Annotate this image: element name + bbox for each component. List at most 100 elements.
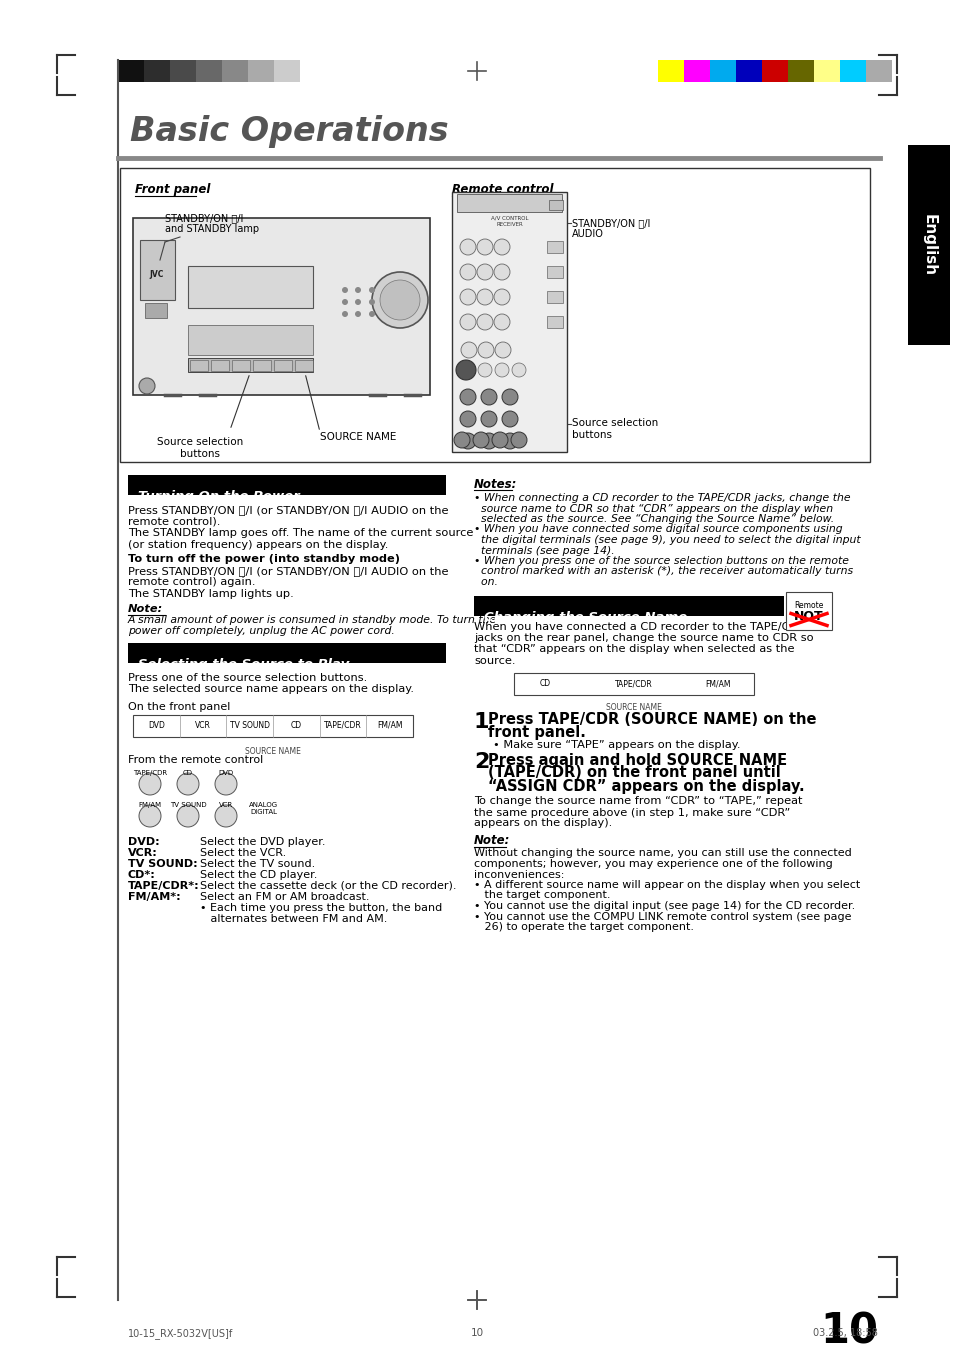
Text: • You cannot use the COMPU LINK remote control system (see page: • You cannot use the COMPU LINK remote c… [474, 912, 851, 921]
Text: 03.2.5, 18:58: 03.2.5, 18:58 [812, 1329, 877, 1338]
Text: Changing the Source Name: Changing the Source Name [483, 610, 686, 624]
Text: 26) to operate the target component.: 26) to operate the target component. [474, 921, 693, 932]
Bar [865, 60, 891, 83]
Text: 2: 2 [474, 752, 489, 773]
Text: A small amount of power is consumed in standby mode. To turn the: A small amount of power is consumed in s… [128, 616, 497, 625]
Bar [452, 192, 566, 452]
Bar [128, 643, 446, 663]
Circle shape [501, 390, 517, 405]
Circle shape [379, 280, 419, 321]
Text: Press again and hold SOURCE NAME: Press again and hold SOURCE NAME [488, 752, 786, 767]
Bar [683, 60, 709, 83]
Circle shape [177, 805, 199, 827]
Text: STANDBY/ON ⏻/I: STANDBY/ON ⏻/I [165, 212, 243, 223]
Text: • Make sure “TAPE” appears on the display.: • Make sure “TAPE” appears on the displa… [493, 740, 740, 750]
Text: VCR: VCR [218, 802, 233, 808]
Circle shape [355, 287, 360, 294]
Text: that “CDR” appears on the display when selected as the: that “CDR” appears on the display when s… [474, 644, 794, 655]
Text: Press one of the source selection buttons.: Press one of the source selection button… [128, 672, 367, 683]
Circle shape [214, 773, 236, 796]
Circle shape [494, 314, 510, 330]
Bar [813, 60, 840, 83]
Text: FM/AM: FM/AM [138, 802, 161, 808]
Bar [294, 360, 313, 371]
Circle shape [459, 239, 476, 254]
Circle shape [473, 432, 489, 448]
Text: • When you press one of the source selection buttons on the remote: • When you press one of the source selec… [474, 556, 848, 566]
Text: alternates between FM and AM.: alternates between FM and AM. [200, 915, 387, 924]
Text: • When you have connected some digital source components using: • When you have connected some digital s… [474, 525, 841, 534]
Text: SOURCE NAME: SOURCE NAME [319, 432, 395, 442]
Bar [211, 360, 229, 371]
Text: A/V CONTROL: A/V CONTROL [490, 215, 528, 221]
Circle shape [456, 360, 476, 380]
Bar [456, 193, 561, 212]
Circle shape [459, 433, 476, 449]
Text: The selected source name appears on the display.: The selected source name appears on the … [128, 685, 414, 694]
Text: buttons: buttons [180, 449, 220, 459]
Bar [144, 60, 170, 83]
Text: FM/AM: FM/AM [376, 721, 402, 731]
Circle shape [139, 805, 161, 827]
Circle shape [341, 287, 348, 294]
Text: The STANDBY lamp lights up.: The STANDBY lamp lights up. [128, 589, 294, 599]
Text: Press TAPE/CDR (SOURCE NAME) on the: Press TAPE/CDR (SOURCE NAME) on the [488, 713, 816, 728]
Circle shape [501, 433, 517, 449]
Circle shape [477, 363, 492, 377]
Circle shape [511, 432, 526, 448]
Circle shape [355, 299, 360, 304]
Bar [120, 168, 869, 461]
Text: Press STANDBY/ON ⏻/I (or STANDBY/ON ⏻/I AUDIO on the: Press STANDBY/ON ⏻/I (or STANDBY/ON ⏻/I … [128, 566, 448, 576]
Text: FM/AM*:: FM/AM*: [128, 892, 180, 902]
Text: Front panel: Front panel [135, 183, 211, 196]
Text: “ASSIGN CDR” appears on the display.: “ASSIGN CDR” appears on the display. [488, 778, 803, 793]
Bar [709, 60, 735, 83]
Bar [188, 267, 313, 308]
Text: The STANDBY lamp goes off. The name of the current source: The STANDBY lamp goes off. The name of t… [128, 528, 473, 538]
Text: • When connecting a CD recorder to the TAPE/CDR jacks, change the: • When connecting a CD recorder to the T… [474, 492, 850, 503]
Text: selected as the source. See “Changing the Source Name” below.: selected as the source. See “Changing th… [474, 514, 833, 524]
Text: Turning On the Power: Turning On the Power [138, 490, 299, 503]
Text: power off completely, unplug the AC power cord.: power off completely, unplug the AC powe… [128, 626, 395, 636]
Bar [787, 60, 813, 83]
Text: ANALOG
DIGITAL: ANALOG DIGITAL [249, 802, 278, 815]
Text: STANDBY/ON ⏻/I: STANDBY/ON ⏻/I [572, 218, 650, 229]
Text: Select an FM or AM broadcast.: Select an FM or AM broadcast. [200, 892, 369, 902]
Circle shape [480, 411, 497, 428]
Text: (TAPE/CDR) on the front panel until: (TAPE/CDR) on the front panel until [488, 766, 780, 781]
Bar [140, 239, 174, 300]
Text: remote control).: remote control). [128, 517, 220, 526]
Text: TAPE/CDR: TAPE/CDR [132, 770, 167, 777]
Text: AUDIO: AUDIO [572, 229, 603, 239]
Text: and STANDBY lamp: and STANDBY lamp [165, 225, 259, 234]
Circle shape [454, 432, 470, 448]
Text: To turn off the power (into standby mode): To turn off the power (into standby mode… [128, 555, 399, 564]
Circle shape [495, 342, 511, 359]
Text: VCR: VCR [194, 721, 211, 731]
Text: source name to CDR so that “CDR” appears on the display when: source name to CDR so that “CDR” appears… [474, 503, 832, 514]
Text: Press STANDBY/ON ⏻/I (or STANDBY/ON ⏻/I AUDIO on the: Press STANDBY/ON ⏻/I (or STANDBY/ON ⏻/I … [128, 505, 448, 515]
Text: components; however, you may experience one of the following: components; however, you may experience … [474, 859, 832, 869]
Bar [785, 591, 831, 629]
Text: English: English [921, 214, 936, 276]
Bar [299, 60, 326, 83]
Circle shape [459, 290, 476, 304]
Text: 10-15_RX-5032V[US]f: 10-15_RX-5032V[US]f [128, 1329, 233, 1339]
Text: Select the CD player.: Select the CD player. [200, 870, 317, 879]
Bar [222, 60, 248, 83]
Circle shape [355, 311, 360, 317]
Bar [274, 60, 299, 83]
Circle shape [139, 377, 154, 394]
Text: From the remote control: From the remote control [128, 755, 263, 764]
Bar [761, 60, 787, 83]
Bar [253, 360, 271, 371]
Text: source.: source. [474, 656, 515, 666]
Text: the digital terminals (see page 9), you need to select the digital input: the digital terminals (see page 9), you … [474, 534, 860, 545]
Bar [118, 60, 144, 83]
Text: jacks on the rear panel, change the source name to CDR so: jacks on the rear panel, change the sour… [474, 633, 813, 643]
Circle shape [494, 290, 510, 304]
Circle shape [480, 390, 497, 405]
Text: SOURCE NAME: SOURCE NAME [605, 704, 661, 713]
Text: DVD: DVD [218, 770, 233, 777]
Text: CD*:: CD*: [128, 870, 155, 879]
